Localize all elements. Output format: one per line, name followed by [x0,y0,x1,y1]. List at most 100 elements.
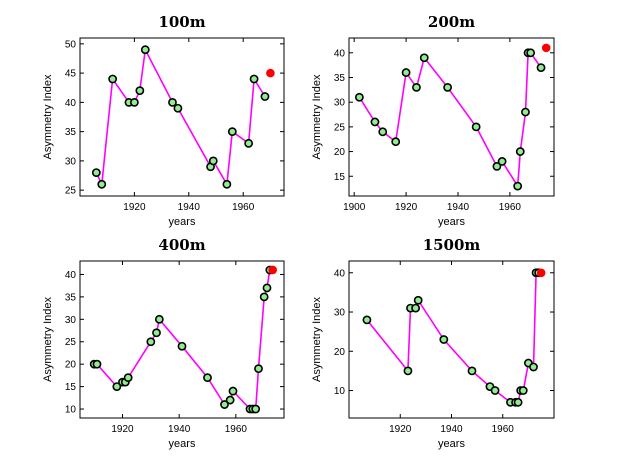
data-point [227,127,237,137]
y-tick-label: 40 [334,48,346,59]
y-tick-label: 45 [65,69,77,80]
data-point [225,395,235,405]
data-point [129,97,139,107]
x-tick-label: 1940 [440,424,463,435]
data-point [536,63,546,73]
chart-panel-400m: 400m 1920 1940 1960 10 15 20 25 30 35 40 years Asymm… [42,236,285,450]
y-tick-label: 25 [65,186,77,197]
highlight-point [266,68,275,78]
y-tick-label: 40 [334,268,346,279]
data-point [471,122,481,132]
data-point [208,156,218,166]
data-point [168,97,177,107]
x-axis-label: years [438,438,465,450]
chart-title: 200m [428,13,475,31]
x-tick-label: 1920 [389,424,412,435]
data-point [513,181,523,191]
data-point [108,74,118,84]
y-tick-label: 25 [334,122,346,133]
data-point [521,107,530,117]
data-point [91,168,101,177]
y-tick-label: 35 [65,292,77,303]
data-point [391,137,401,147]
x-tick-label: 1960 [492,424,515,435]
data-point [222,179,232,189]
y-axis-label: Asymmetry Index [311,74,323,159]
data-point [412,82,421,92]
data-point [526,48,536,58]
data-point [123,373,133,383]
y-tick-label: 30 [334,308,346,319]
chart-panel-1500m: 1500m 1920 1940 1960 10 20 30 40 years Asymmetry … [311,236,555,450]
x-tick-label: 1960 [225,424,248,435]
x-tick-label: 1940 [168,424,191,435]
data-point [260,92,270,101]
data-point [228,386,238,396]
y-tick-label: 15 [65,382,77,393]
data-point [439,335,449,344]
data-point [529,362,538,372]
data-point [254,364,263,374]
highlight-point [536,268,546,278]
chart-panel-200m: 200m 1900 1920 1940 1960 15 20 25 30 35 40 years Asy… [311,13,555,228]
data-point [135,86,145,96]
x-axis-label: years [438,216,465,228]
y-tick-label: 35 [65,127,77,138]
data-point [152,328,161,338]
data-point [173,103,183,113]
data-point [413,295,423,305]
y-tick-label: 10 [334,386,346,397]
axes-box [348,37,555,197]
data-point [354,92,364,102]
data-point [513,397,523,407]
y-tick-label: 10 [65,405,77,416]
x-tick-label: 1940 [178,202,201,213]
x-tick-label: 1920 [123,202,146,213]
y-tick-label: 40 [65,270,77,281]
x-tick-label: 1920 [111,424,134,435]
x-axis-label: years [169,216,196,228]
data-point [203,373,212,383]
highlight-point [541,43,551,53]
y-tick-label: 50 [65,39,77,50]
data-point [251,404,261,414]
y-tick-label: 15 [334,172,346,183]
data-point [492,161,502,171]
x-tick-label: 1940 [447,202,470,213]
data-point [140,45,150,55]
data-point [411,303,421,313]
data-point [92,359,102,369]
data-point [419,53,429,63]
y-tick-label: 20 [334,347,346,358]
y-axis-label: Asymmetry Index [42,74,54,159]
data-point [370,117,380,127]
data-point [443,82,453,92]
data-point [362,315,372,325]
data-point [259,292,269,302]
x-tick-label: 1900 [343,202,366,213]
y-tick-label: 30 [334,98,346,109]
y-axis-label: Asymmetry Index [42,297,54,382]
data-point [112,382,122,391]
data-point [403,366,413,376]
data-point [97,179,107,189]
y-tick-label: 35 [334,73,346,84]
data-point [515,147,525,156]
data-point [249,74,259,84]
data-point [490,386,500,395]
y-tick-label: 20 [334,147,346,158]
y-tick-label: 30 [65,156,77,167]
data-point [497,157,507,166]
data-point [177,341,187,351]
data-point [154,314,164,324]
x-tick-label: 1920 [395,202,418,213]
data-point [467,366,477,376]
chart-panel-100m: 100m 1920 1940 1960 25 30 35 40 45 50 years Asymmet… [42,13,285,228]
x-tick-label: 1960 [232,202,255,213]
chart-title: 1500m [423,236,481,254]
data-point [262,283,272,293]
highlight-point [268,265,277,275]
data-point [401,68,411,77]
x-tick-label: 1960 [499,202,522,213]
